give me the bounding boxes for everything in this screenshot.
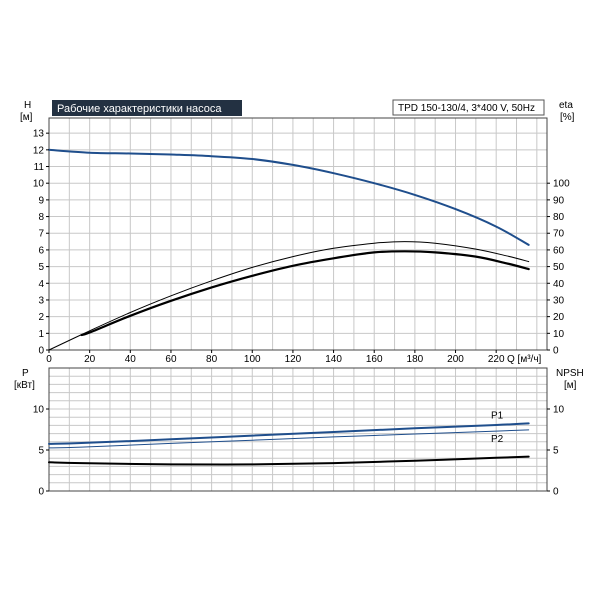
x-tick-label: 180: [407, 354, 424, 365]
y-right-tick-label: 20: [553, 312, 565, 323]
x-tick-label: 60: [165, 354, 177, 365]
lower-curves: P1 P2: [48, 410, 530, 466]
y-left-tick-label: 5: [38, 262, 44, 273]
upper-series-0: [48, 148, 530, 246]
y-left-tick-label: 0: [38, 346, 44, 357]
lower-series-1: [48, 429, 530, 449]
x-tick-label: 140: [325, 354, 342, 365]
y-left-unit-h: [м]: [20, 112, 33, 123]
y-right-unit-eta: [%]: [560, 112, 575, 123]
npsh-tick-label: 5: [553, 446, 559, 457]
x-tick-label: 100: [244, 354, 261, 365]
y-right-unit-npsh: [м]: [564, 380, 577, 391]
y-right-tick-label: 100: [553, 179, 570, 190]
x-tick-label: 20: [84, 354, 96, 365]
y-left-tick-label: 11: [34, 162, 45, 173]
npsh-tick-label: 0: [553, 487, 559, 498]
p-tick-label: 10: [33, 405, 45, 416]
x-tick-label: 40: [125, 354, 137, 365]
x-tick-label: 220: [488, 354, 505, 365]
p-tick-label: 5: [38, 446, 44, 457]
y-right-tick-label: 80: [553, 212, 565, 223]
x-tick-label: 120: [285, 354, 302, 365]
upper-ticks: 0 20 40 60 80 100 120 140 160 180 200 2200123456789…: [33, 129, 570, 365]
lower-ticks: 0 5 10 0 5 10: [33, 405, 565, 498]
x-tick-label: 200: [447, 354, 464, 365]
y-right-tick-label: 60: [553, 245, 565, 256]
npsh-tick-label: 10: [553, 405, 565, 416]
x-tick-label: 80: [206, 354, 218, 365]
y-right-label-npsh: NPSH: [556, 368, 584, 379]
y-left-tick-label: 7: [38, 229, 44, 240]
lower-series-0: [48, 422, 530, 445]
y-left-tick-label: 3: [38, 295, 44, 306]
upper-grid: [49, 118, 547, 350]
x-axis-label: Q [м³/ч]: [507, 354, 542, 365]
y-left-tick-label: 10: [33, 179, 45, 190]
y-left-tick-label: 6: [38, 245, 44, 256]
lower-plot-frame: [48, 367, 548, 492]
lower-grid: [49, 368, 547, 491]
y-left-label-h: H: [24, 100, 31, 111]
y-left-tick-label: 13: [33, 129, 45, 140]
y-right-tick-label: 40: [553, 279, 565, 290]
x-tick-label: 160: [366, 354, 383, 365]
y-left-unit-p: [кВт]: [14, 380, 35, 391]
y-right-label-eta: eta: [559, 100, 573, 111]
y-right-tick-label: 50: [553, 262, 565, 273]
y-right-tick-label: 90: [553, 195, 565, 206]
y-left-label-p: P: [22, 368, 29, 379]
y-right-tick-label: 70: [553, 229, 565, 240]
y-right-tick-label: 30: [553, 295, 565, 306]
series-label-p2: P2: [491, 434, 504, 445]
y-left-tick-label: 12: [33, 145, 45, 156]
pump-info: TPD 150-130/4, 3*400 V, 50Hz: [398, 103, 535, 114]
x-tick-label: 0: [46, 354, 52, 365]
y-left-tick-label: 9: [38, 195, 44, 206]
y-left-tick-label: 1: [38, 329, 44, 340]
y-right-tick-label: 10: [553, 329, 565, 340]
y-left-tick-label: 2: [38, 312, 44, 323]
y-right-tick-label: 0: [553, 346, 559, 357]
series-label-p1: P1: [491, 410, 504, 421]
upper-series-1: [48, 241, 530, 351]
chart-title-box: [52, 100, 242, 116]
y-left-tick-label: 8: [38, 212, 44, 223]
pump-info-box: [392, 99, 545, 116]
p-tick-label: 0: [38, 487, 44, 498]
y-left-tick-label: 4: [38, 279, 44, 290]
upper-plot-frame: [48, 117, 548, 351]
chart-title: Рабочие характеристики насоса: [57, 103, 222, 115]
lower-series-2: [48, 455, 530, 466]
upper-curves: [48, 148, 530, 351]
upper-series-2: [80, 250, 530, 337]
